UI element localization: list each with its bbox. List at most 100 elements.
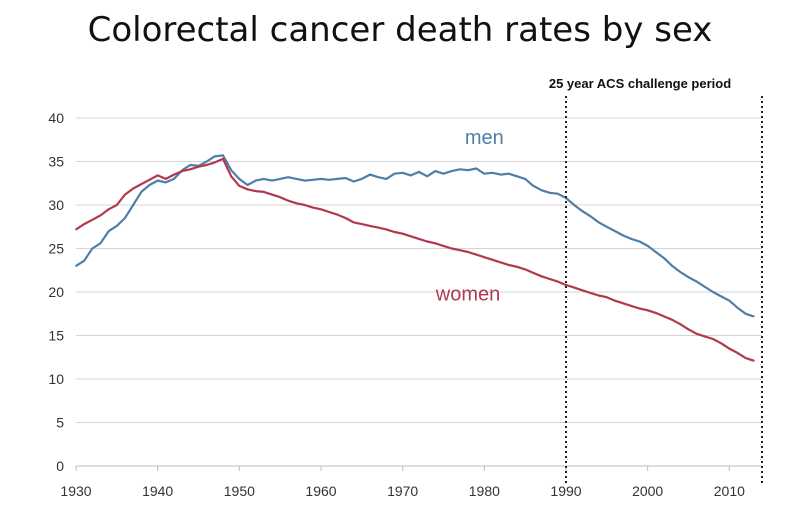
data-point-men xyxy=(336,178,339,180)
data-point-women xyxy=(352,221,355,224)
data-point-women xyxy=(556,280,559,283)
y-tick-label: 25 xyxy=(48,241,64,257)
data-point-women xyxy=(752,359,755,362)
data-point-men xyxy=(458,168,461,171)
data-point-women xyxy=(703,335,706,338)
data-point-men xyxy=(532,184,535,187)
data-point-men xyxy=(695,280,698,283)
data-point-women xyxy=(548,278,551,280)
data-point-men xyxy=(287,176,290,179)
data-point-women xyxy=(638,307,641,310)
data-point-men xyxy=(320,178,322,180)
data-point-women xyxy=(181,170,184,172)
data-point-women xyxy=(393,231,396,233)
data-point-men xyxy=(507,172,510,175)
data-point-women xyxy=(663,315,665,318)
data-point-men xyxy=(295,178,298,180)
data-point-men xyxy=(426,175,429,178)
data-point-men xyxy=(262,178,265,180)
data-point-women xyxy=(483,256,486,259)
data-point-women xyxy=(271,193,273,196)
data-point-men xyxy=(140,191,143,193)
data-point-men xyxy=(91,247,94,250)
data-point-men xyxy=(467,169,469,172)
data-point-women xyxy=(140,183,143,186)
data-point-men xyxy=(279,178,282,180)
data-point-women xyxy=(311,206,314,209)
data-point-men xyxy=(230,169,233,172)
data-point-women xyxy=(434,242,437,245)
data-point-women xyxy=(671,318,674,321)
data-point-men xyxy=(83,259,86,262)
data-point-women xyxy=(254,190,257,192)
data-point-women xyxy=(99,214,102,217)
data-point-women xyxy=(75,228,77,231)
data-point-men xyxy=(107,230,110,233)
data-point-women xyxy=(91,218,94,221)
data-point-men xyxy=(712,291,714,293)
data-point-men xyxy=(271,179,273,182)
x-tick-label: 1960 xyxy=(305,483,336,499)
data-point-women xyxy=(287,199,290,202)
data-point-men xyxy=(164,181,167,184)
data-point-men xyxy=(148,184,151,186)
x-tick-label: 1940 xyxy=(142,483,173,499)
data-point-women xyxy=(303,204,306,206)
data-point-women xyxy=(246,188,249,191)
data-point-women xyxy=(597,294,600,297)
data-point-women xyxy=(377,226,380,229)
data-point-women xyxy=(516,265,518,268)
data-point-men xyxy=(720,295,723,298)
x-tick-label: 1950 xyxy=(224,483,255,499)
data-point-men xyxy=(638,240,641,243)
data-point-women xyxy=(646,309,649,312)
data-point-men xyxy=(703,285,706,288)
data-point-women xyxy=(115,204,118,206)
data-point-women xyxy=(605,296,608,299)
data-point-men xyxy=(115,224,118,227)
data-point-men xyxy=(744,312,747,315)
data-point-men xyxy=(483,172,486,175)
data-point-women xyxy=(614,299,616,302)
data-point-women xyxy=(499,261,502,264)
data-point-men xyxy=(409,174,412,177)
y-tick-label: 35 xyxy=(48,154,64,170)
data-point-men xyxy=(222,154,224,157)
x-tick-label: 1980 xyxy=(469,483,500,499)
data-point-women xyxy=(83,223,86,226)
data-point-men xyxy=(589,215,592,218)
data-point-women xyxy=(164,178,167,180)
data-point-men xyxy=(377,176,380,179)
y-tick-label: 30 xyxy=(48,197,64,213)
data-point-men xyxy=(491,171,494,174)
data-point-men xyxy=(499,173,502,176)
data-point-men xyxy=(173,178,175,180)
grid-layer xyxy=(76,117,762,467)
series-line-men xyxy=(75,154,755,318)
x-tick-label: 1970 xyxy=(387,483,418,499)
data-point-men xyxy=(189,164,192,166)
data-point-men xyxy=(663,257,665,259)
data-point-women xyxy=(213,161,216,164)
y-tick-label: 10 xyxy=(48,371,64,387)
data-point-women xyxy=(262,191,265,193)
data-point-men xyxy=(393,172,396,175)
data-point-women xyxy=(654,311,657,314)
data-point-men xyxy=(156,179,159,182)
data-point-men xyxy=(311,178,314,181)
data-point-women xyxy=(744,357,747,360)
data-point-women xyxy=(450,247,453,250)
data-point-men xyxy=(401,171,404,174)
data-point-men xyxy=(573,204,576,206)
data-point-men xyxy=(450,170,453,172)
data-point-men xyxy=(581,210,584,212)
data-point-women xyxy=(344,217,347,219)
data-point-women xyxy=(467,251,469,253)
data-point-men xyxy=(352,180,355,183)
data-point-women xyxy=(418,238,420,240)
data-point-women xyxy=(409,235,412,238)
data-point-women xyxy=(279,196,282,199)
data-point-men xyxy=(597,221,600,224)
